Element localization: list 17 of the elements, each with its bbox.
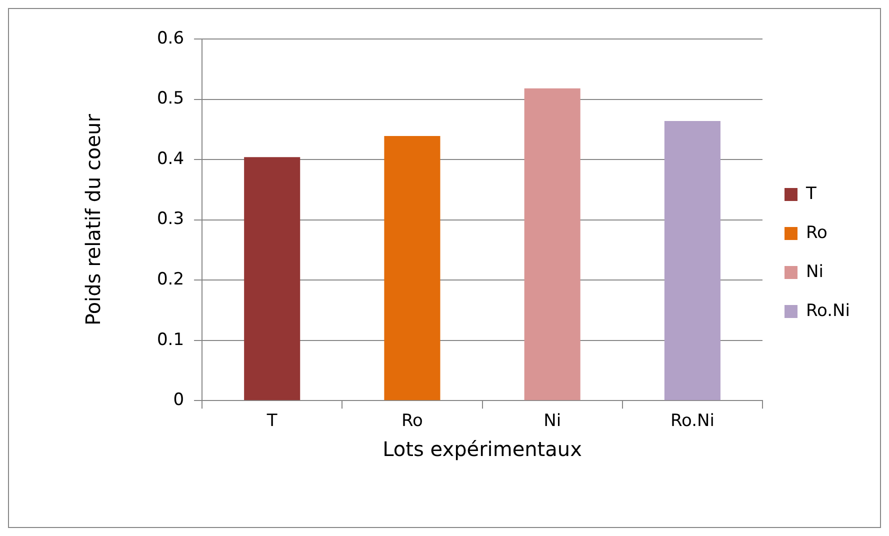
y-tick-label: 0.2 [156,269,184,290]
y-tick-label: 0.1 [156,330,184,350]
legend-label: T [805,184,818,204]
y-tick-label: 0 [173,390,184,410]
x-tick-label: Ni [544,411,562,432]
x-tick-label: Ro.Ni [670,411,714,432]
x-axis-title: Lots expérimentaux [382,437,582,462]
legend-label: Ni [806,262,824,282]
y-tick-label: 0.4 [156,148,184,169]
legend-label: Ro [806,222,828,243]
y-tick-label: 0.6 [156,28,184,48]
y-axis-title: Poids relatif du coeur [81,113,106,326]
x-tick-label: T [266,411,278,432]
y-tick-label: 0.5 [156,88,184,109]
legend-label: Ro.Ni [806,300,850,321]
x-tick-label: Ro [401,411,423,432]
y-tick-label: 0.3 [156,209,184,230]
